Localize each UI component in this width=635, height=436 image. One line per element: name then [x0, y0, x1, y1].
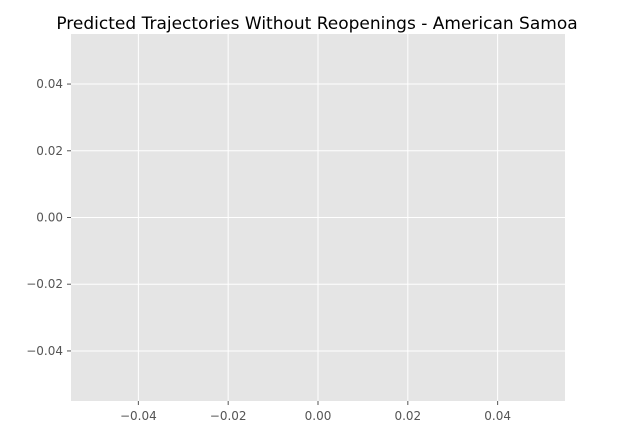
y-tick-label: −0.04 — [26, 344, 63, 358]
y-tick-label: 0.02 — [36, 144, 63, 158]
x-tick-label: 0.00 — [305, 409, 332, 423]
x-tick-label: 0.04 — [484, 409, 511, 423]
x-tick-label: −0.02 — [210, 409, 247, 423]
x-axis: −0.04 −0.02 0.00 0.02 0.04 — [120, 401, 511, 423]
y-axis: 0.04 0.02 0.00 −0.02 −0.04 — [26, 77, 71, 358]
y-tick-label: −0.02 — [26, 277, 63, 291]
x-tick-label: 0.02 — [394, 409, 421, 423]
y-tick-label: 0.00 — [36, 211, 63, 225]
grid-lines — [71, 34, 565, 401]
chart-title: Predicted Trajectories Without Reopening… — [56, 14, 577, 34]
x-tick-label: −0.04 — [120, 409, 157, 423]
y-tick-label: 0.04 — [36, 77, 63, 91]
